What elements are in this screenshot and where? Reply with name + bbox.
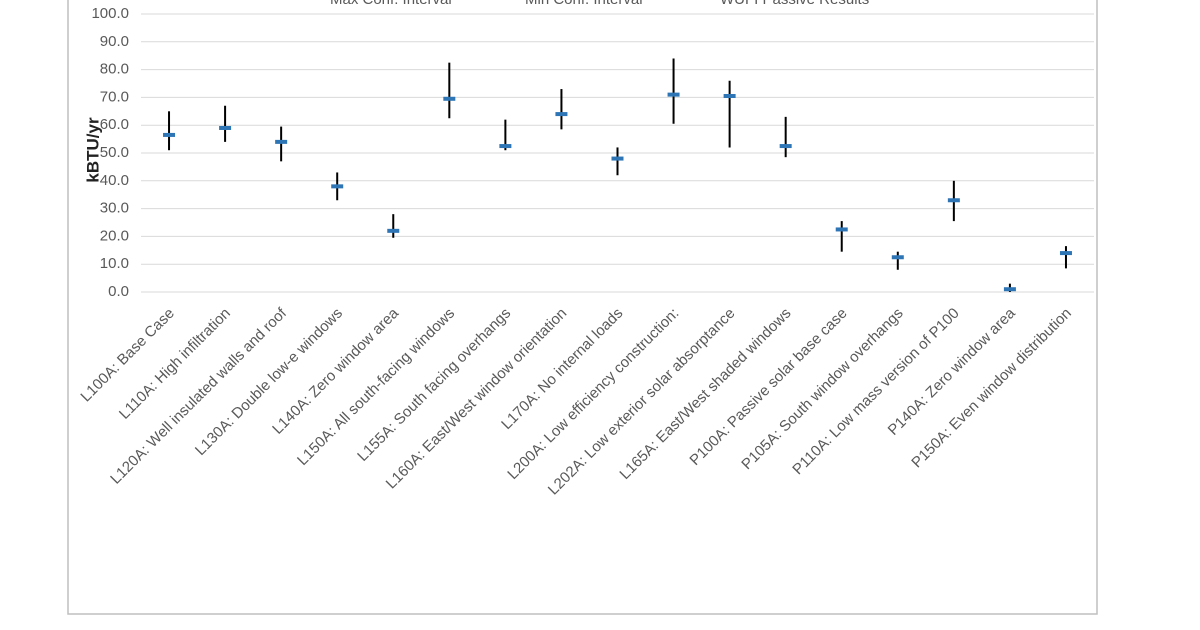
result-marker [555, 112, 568, 117]
y-tick-label: 80.0 [100, 61, 129, 78]
result-marker [443, 96, 456, 101]
result-marker [835, 227, 848, 232]
legend-label: Min Conf. Interval [525, 0, 643, 8]
y-tick-label: 30.0 [100, 200, 129, 217]
y-tick-label: 40.0 [100, 172, 129, 189]
y-tick-label: 50.0 [100, 144, 129, 161]
y-axis-label: kBTU/yr [83, 117, 102, 183]
result-marker [275, 139, 288, 144]
y-tick-label: 100.0 [91, 5, 129, 22]
y-tick-label: 0.0 [108, 283, 129, 300]
result-marker [779, 144, 792, 149]
result-marker [499, 144, 512, 149]
y-tick-label: 10.0 [100, 255, 129, 272]
y-tick-label: 20.0 [100, 227, 129, 244]
legend-label: Max Conf. Interval [330, 0, 452, 8]
result-marker [723, 94, 736, 99]
y-tick-label: 90.0 [100, 33, 129, 50]
result-marker [331, 184, 344, 189]
result-marker [947, 198, 960, 203]
y-tick-label: 60.0 [100, 116, 129, 133]
result-marker [611, 156, 624, 161]
result-marker [1003, 287, 1016, 292]
result-marker [891, 255, 904, 260]
result-marker [219, 125, 232, 130]
result-marker [1059, 251, 1072, 256]
y-tick-label: 70.0 [100, 88, 129, 105]
legend-label: WUFI Passive Results [720, 0, 869, 8]
chart-border [67, 0, 1098, 615]
result-marker [387, 228, 400, 233]
result-marker [163, 132, 176, 137]
result-marker [667, 92, 680, 97]
